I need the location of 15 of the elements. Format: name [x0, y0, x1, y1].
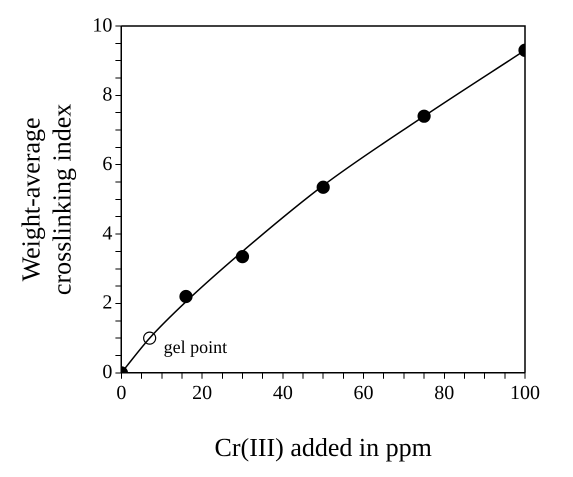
annotation: gel point [164, 336, 228, 357]
x-tick-label: 60 [354, 382, 374, 404]
y-tick-label: 4 [102, 222, 112, 244]
x-tick-label: 0 [116, 382, 126, 404]
y-tick-label: 8 [102, 84, 112, 106]
x-tick-label: 100 [510, 382, 540, 404]
y-tick-label: 2 [102, 292, 112, 314]
y-axis-title: Weight-average crosslinking index [16, 104, 77, 296]
x-axis-title: Cr(III) added in ppm [214, 433, 432, 462]
x-tick-label: 80 [434, 382, 454, 404]
y-tick-label: 0 [102, 361, 112, 384]
y-tick-label: 6 [102, 152, 112, 175]
x-tick-label: 40 [272, 382, 293, 404]
y-tick-label: 10 [92, 14, 112, 36]
x-tick-label: 20 [192, 382, 212, 404]
